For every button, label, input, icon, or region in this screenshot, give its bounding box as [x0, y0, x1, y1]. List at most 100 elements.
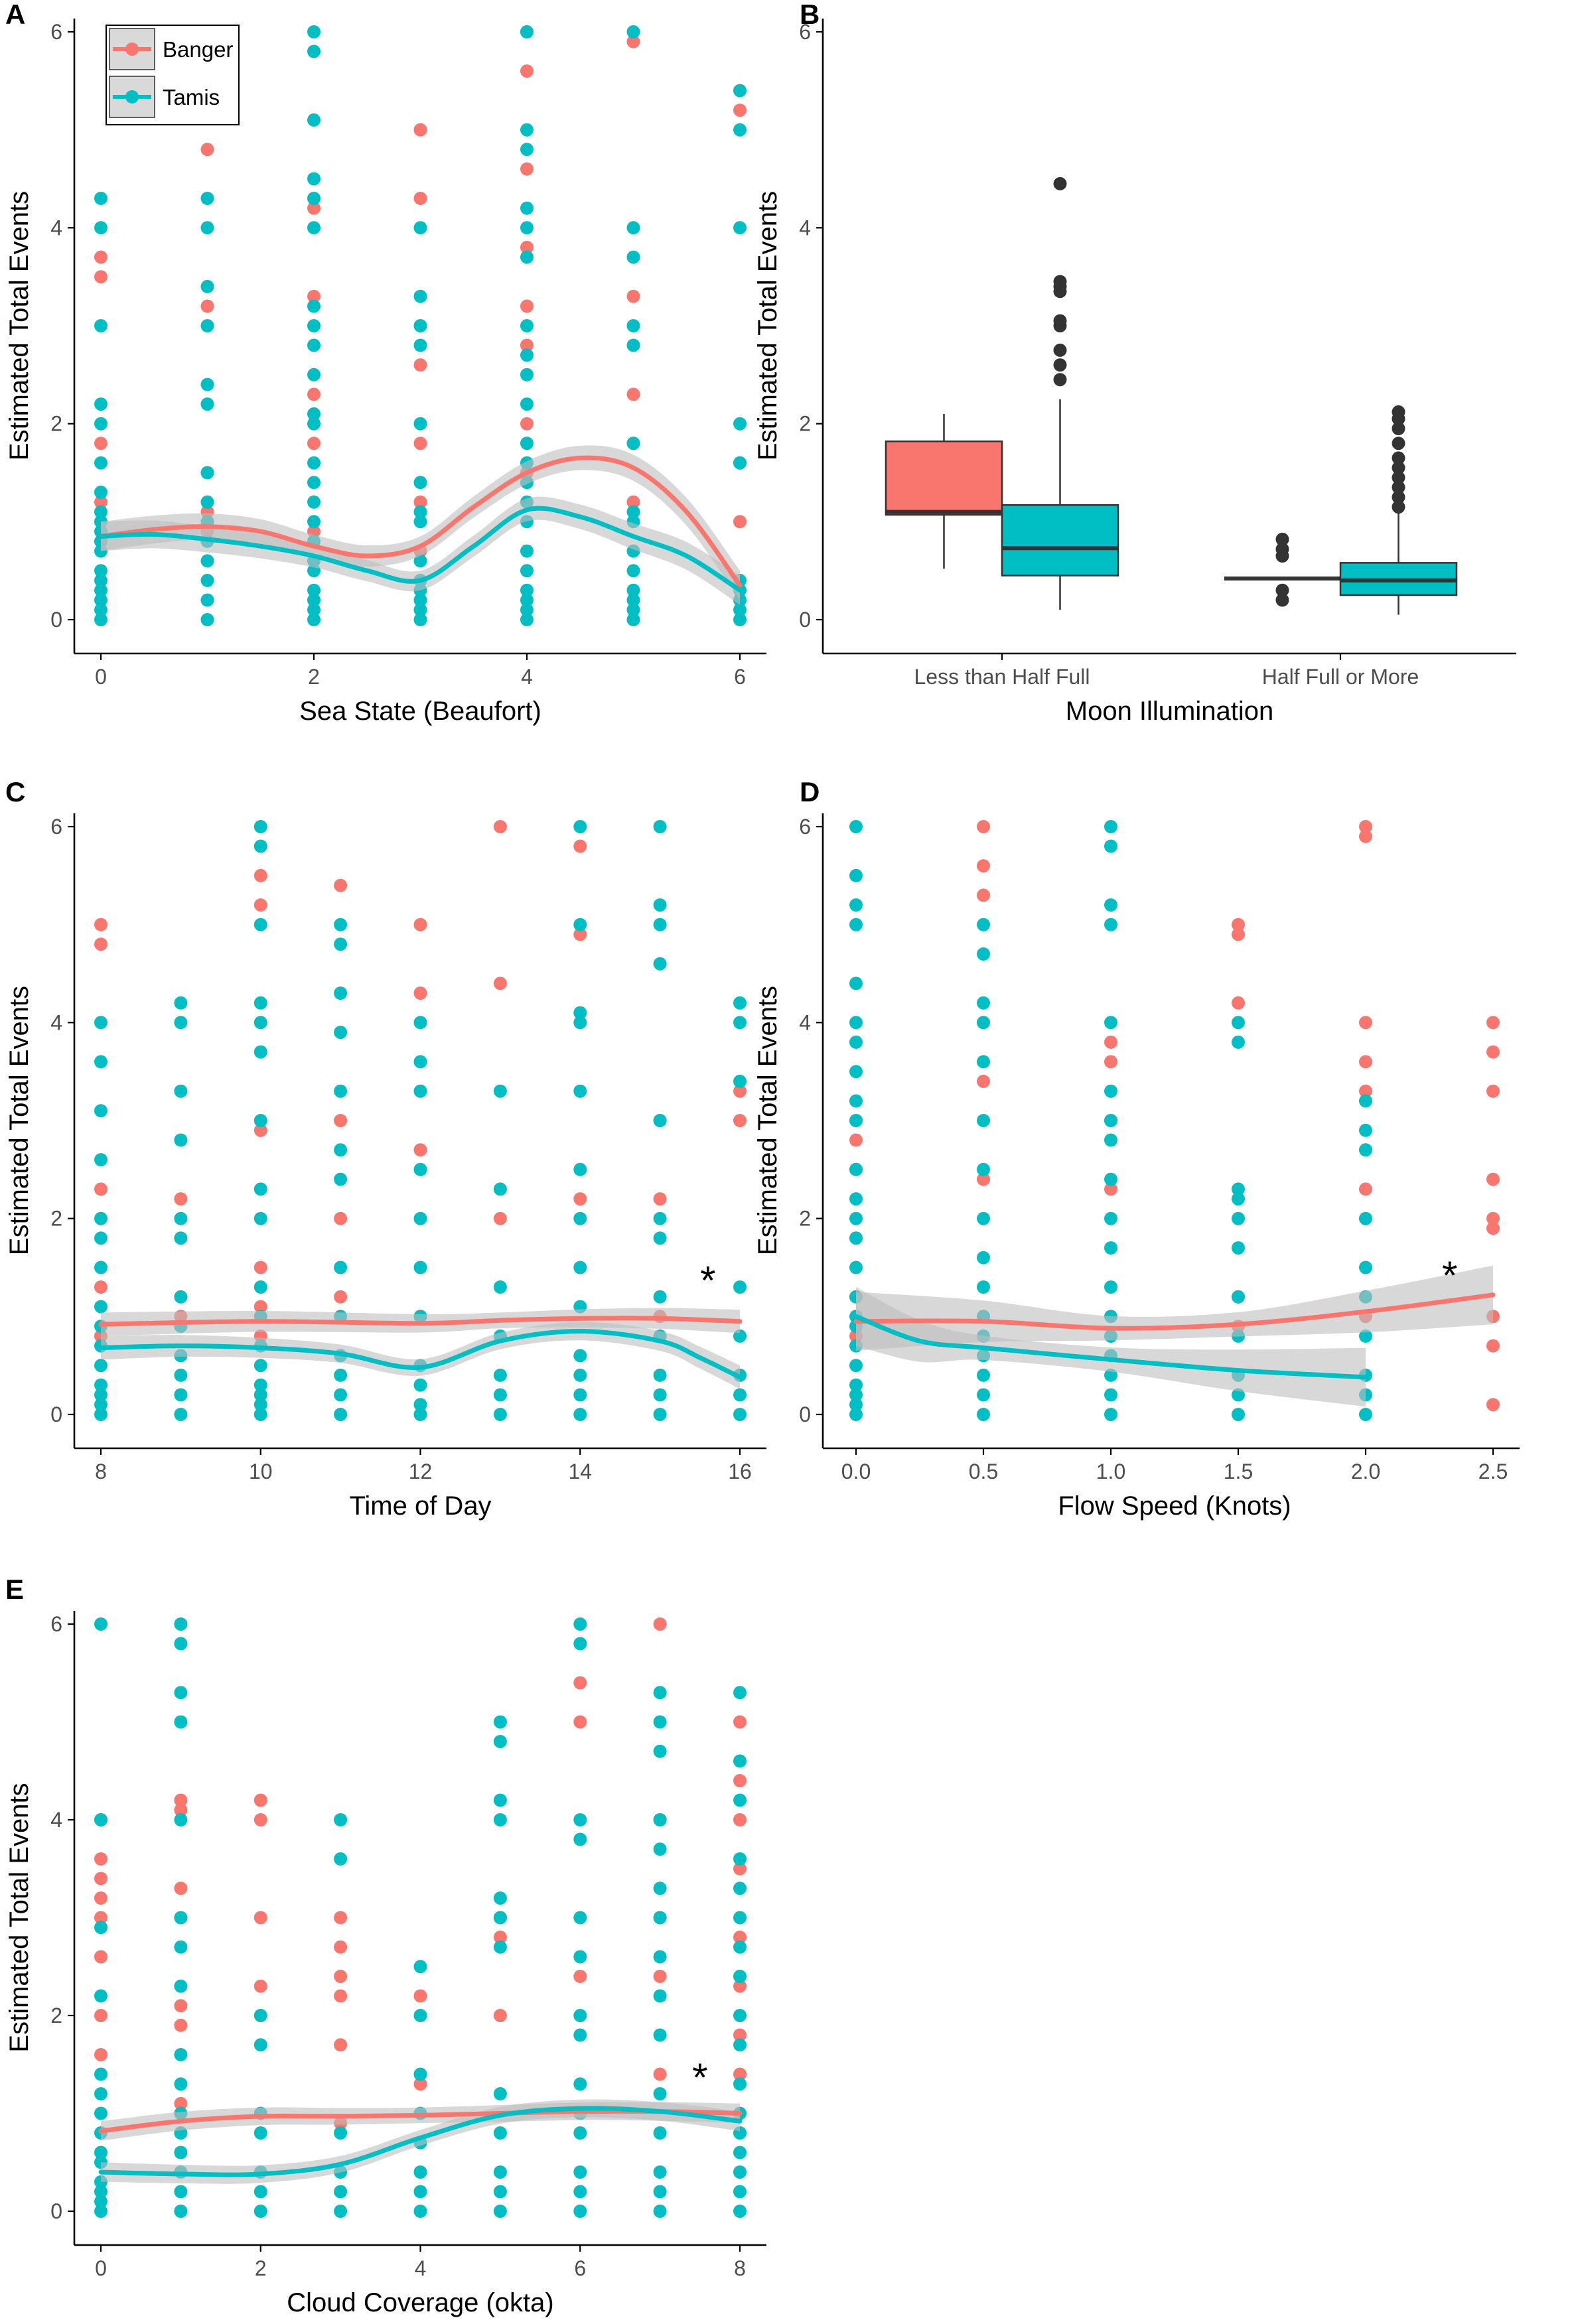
- x-tick-label: 4: [415, 2256, 427, 2280]
- point-tamis: [626, 603, 640, 617]
- point-tamis: [493, 1793, 507, 1807]
- point-tamis: [653, 1408, 667, 1421]
- x-tick-label: 6: [734, 665, 746, 689]
- point-tamis: [1104, 839, 1117, 853]
- legend-key-banger-dot: [125, 42, 139, 56]
- point-tamis: [334, 987, 348, 1000]
- point-tamis: [573, 2077, 587, 2091]
- point-tamis: [94, 1378, 107, 1392]
- point-tamis: [977, 918, 990, 931]
- point-tamis: [1232, 1211, 1245, 1225]
- point-tamis: [413, 2205, 427, 2218]
- x-tick-label: 2: [308, 665, 320, 689]
- point-tamis: [573, 1006, 587, 1020]
- point-banger: [94, 937, 107, 951]
- panel-d-flow-speed: 0 2 4 6 Estimated Total Events Flow Speed (Kn…: [753, 776, 1520, 1521]
- point-tamis: [849, 1261, 863, 1274]
- point-tamis: [413, 221, 427, 235]
- point-banger: [1359, 1016, 1372, 1030]
- y-tick-label: 2: [799, 412, 811, 436]
- y-tick-label: 6: [50, 1612, 62, 1636]
- outlier-tamis: [1392, 490, 1405, 504]
- point-tamis: [1359, 1123, 1372, 1137]
- point-tamis: [653, 1290, 667, 1304]
- point-banger: [94, 1852, 107, 1866]
- x-axis-title: Cloud Coverage (okta): [287, 2288, 553, 2317]
- x-axis-title: Sea State (Beaufort): [299, 697, 541, 726]
- outlier-tamis: [1053, 343, 1067, 357]
- point-banger: [653, 1970, 667, 1983]
- point-tamis: [174, 2185, 188, 2199]
- point-tamis: [94, 417, 107, 431]
- point-tamis: [253, 1211, 267, 1225]
- point-tamis: [1104, 1084, 1117, 1098]
- outlier-tamis: [1392, 470, 1405, 484]
- point-tamis: [733, 996, 747, 1010]
- point-tamis: [94, 2067, 107, 2081]
- point-tamis: [977, 1114, 990, 1127]
- point-tamis: [174, 1813, 188, 1826]
- point-banger: [413, 437, 427, 450]
- point-tamis: [334, 1261, 348, 1274]
- point-tamis: [94, 192, 107, 205]
- point-tamis: [733, 123, 747, 137]
- point-tamis: [573, 1211, 587, 1225]
- point-tamis: [94, 2195, 107, 2209]
- legend-key-tamis-dot: [125, 90, 139, 103]
- point-banger: [977, 1172, 990, 1186]
- point-banger: [1359, 1084, 1372, 1098]
- panel-e-cloud-coverage: 0 2 4 6 Estimated Total Events Cloud Coverage…: [5, 1574, 766, 2317]
- point-tamis: [573, 1016, 587, 1030]
- point-tamis: [573, 1349, 587, 1363]
- point-banger: [520, 240, 534, 254]
- point-tamis: [94, 2106, 107, 2120]
- point-tamis: [849, 1359, 863, 1373]
- point-banger: [94, 1280, 107, 1294]
- point-tamis: [413, 1378, 427, 1392]
- point-tamis: [733, 2165, 747, 2179]
- point-tamis: [94, 613, 107, 626]
- point-tamis: [573, 2126, 587, 2140]
- point-tamis: [413, 593, 427, 607]
- point-tamis: [94, 2185, 107, 2199]
- point-tamis: [94, 2205, 107, 2218]
- point-tamis: [334, 1813, 348, 1826]
- point-tamis: [493, 1911, 507, 1925]
- point-banger: [1232, 918, 1245, 931]
- point-tamis: [493, 2185, 507, 2199]
- outlier-banger: [1275, 593, 1289, 607]
- point-tamis: [653, 1744, 667, 1758]
- outlier-banger: [1275, 542, 1289, 556]
- point-tamis: [94, 573, 107, 587]
- point-tamis: [413, 603, 427, 617]
- point-tamis: [733, 2146, 747, 2159]
- point-banger: [174, 1803, 188, 1817]
- point-tamis: [307, 25, 321, 38]
- point-tamis: [174, 1231, 188, 1245]
- point-tamis: [1104, 1133, 1117, 1147]
- point-tamis: [977, 1251, 990, 1265]
- point-tamis: [573, 1261, 587, 1274]
- point-tamis: [94, 1408, 107, 1421]
- point-tamis: [849, 1094, 863, 1108]
- point-tamis: [849, 820, 863, 833]
- point-banger: [94, 250, 107, 264]
- point-tamis: [1232, 1182, 1245, 1196]
- point-tamis: [849, 1114, 863, 1127]
- x-tick-label: 1.0: [1096, 1460, 1125, 1483]
- y-tick-label: 2: [50, 1207, 62, 1231]
- point-tamis: [573, 1813, 587, 1826]
- point-tamis: [94, 2146, 107, 2159]
- point-banger: [334, 878, 348, 892]
- point-tamis: [1104, 1241, 1117, 1255]
- point-banger: [1359, 820, 1372, 833]
- point-banger: [573, 1192, 587, 1206]
- y-axis-title: Estimated Total Events: [753, 986, 782, 1255]
- point-tamis: [1359, 1408, 1372, 1421]
- point-banger: [413, 2077, 427, 2091]
- point-tamis: [733, 1852, 747, 1866]
- point-tamis: [733, 1280, 747, 1294]
- point-tamis: [653, 2126, 667, 2140]
- outlier-banger: [1275, 583, 1289, 597]
- point-tamis: [413, 515, 427, 529]
